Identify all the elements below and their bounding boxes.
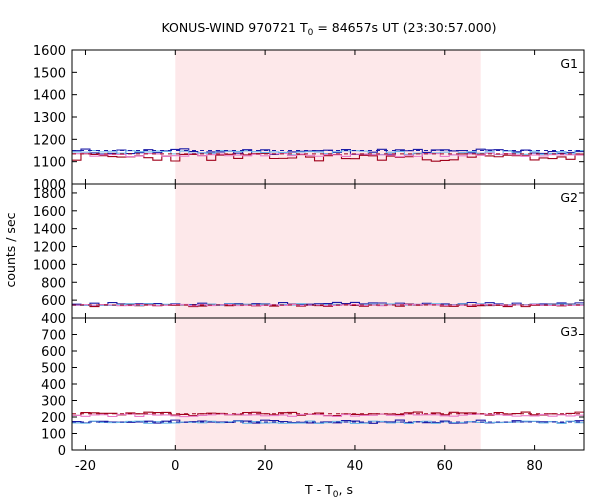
x-axis-label: T - T0, s	[304, 482, 353, 500]
panel-label: G1	[560, 56, 578, 71]
series-line-pink	[72, 413, 584, 418]
y-tick-label: 1200	[33, 241, 66, 256]
y-axis-label: counts / sec	[3, 212, 18, 287]
highlight-region	[175, 318, 481, 450]
y-tick-label: 1000	[33, 178, 66, 193]
panel-g1: 1000 1100 1200 1300 1400 1500 1600 G1	[33, 44, 585, 193]
panel-label: G2	[560, 190, 578, 205]
y-tick-label: 500	[41, 362, 66, 377]
x-tick-label: 40	[347, 459, 364, 474]
y-tick-label: 0	[58, 444, 66, 459]
y-tick-label: 700	[41, 329, 66, 344]
y-tick-label: 300	[41, 395, 66, 410]
y-tick-label: 400	[41, 312, 66, 327]
panel-label: G3	[560, 324, 578, 339]
chart-title: KONUS-WIND 970721 T0 = 84657s UT (23:30:…	[161, 20, 496, 38]
x-tick-label: 80	[526, 459, 543, 474]
y-tick-label: 1600	[33, 205, 66, 220]
y-tick-label: 1800	[33, 187, 66, 202]
highlight-region	[175, 50, 481, 184]
y-tick-label: 1100	[33, 156, 66, 171]
y-tick-label: 1300	[33, 111, 66, 126]
x-tick-label: 20	[257, 459, 274, 474]
y-tick-label: 800	[41, 276, 66, 291]
series-line-dark-blue	[72, 301, 584, 306]
y-tick-label: 1600	[33, 44, 66, 59]
x-tick-label: 60	[436, 459, 453, 474]
y-tick-label: 1400	[33, 89, 66, 104]
y-tick-label: 1000	[33, 258, 66, 273]
x-tick-label: 0	[171, 459, 179, 474]
y-tick-label: 200	[41, 411, 66, 426]
y-tick-label: 400	[41, 378, 66, 393]
series-line-dark-red	[72, 152, 584, 162]
y-tick-label: 1500	[33, 66, 66, 81]
x-tick-label: -20	[75, 459, 96, 474]
series-line-pink	[72, 303, 584, 307]
y-tick-label: 1200	[33, 133, 66, 148]
y-tick-label: 600	[41, 345, 66, 360]
y-tick-label: 600	[41, 294, 66, 309]
panel-g2: 400 600 800 1000 1200 1400 1600 1800 G2	[33, 183, 585, 327]
y-tick-label: 100	[41, 428, 66, 443]
highlight-region	[175, 184, 481, 318]
y-tick-label: 1400	[33, 223, 66, 238]
